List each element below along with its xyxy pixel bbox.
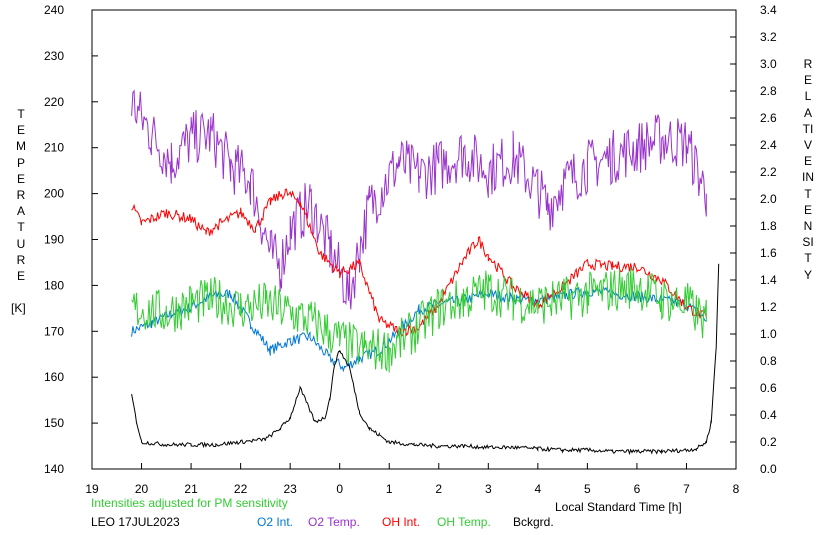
x-tick-label: 20	[135, 482, 149, 496]
series-layer	[131, 89, 720, 456]
x-tick-label: 1	[386, 482, 393, 496]
y-right-tick-label: 2.6	[760, 111, 777, 125]
y-right-tick-label: 3.2	[760, 30, 777, 44]
y-left-tick-label: 220	[44, 95, 64, 109]
y-left-tick-label: 160	[44, 370, 64, 384]
right-axis-label: RELATIVE INTENSITY	[801, 56, 815, 283]
y-right-tick-label: 0.4	[760, 408, 777, 422]
y-left-tick-label: 230	[44, 49, 64, 63]
y-left-tick-label: 190	[44, 233, 64, 247]
left-axis-unit: [K]	[11, 301, 26, 315]
x-tick-label: 6	[634, 482, 641, 496]
x-tick-label: 4	[535, 482, 542, 496]
x-tick-label: 5	[584, 482, 591, 496]
legend-oh-int: OH Int.	[382, 515, 421, 529]
station-date: LEO 17JUL2023	[91, 515, 180, 529]
y-right-tick-label: 1.4	[760, 273, 777, 287]
y-right-tick-label: 1.6	[760, 246, 777, 260]
series-line-oh-temp	[131, 266, 707, 373]
y-right-tick-label: 2.0	[760, 192, 777, 206]
y-right-tick-label: 0.2	[760, 435, 777, 449]
series-line-oh-int	[131, 188, 707, 338]
y-left-tick-label: 170	[44, 324, 64, 338]
x-tick-label: 19	[85, 482, 99, 496]
y-right-tick-label: 1.2	[760, 300, 777, 314]
y-right-tick-label: 3.0	[760, 57, 777, 71]
legend-bckgrd: Bckgrd.	[513, 515, 554, 529]
legend-oh-temp: OH Temp.	[437, 515, 491, 529]
x-tick-label: 0	[336, 482, 343, 496]
x-axis-label: Local Standard Time [h]	[555, 500, 682, 514]
y-left-tick-label: 180	[44, 278, 64, 292]
x-tick-label: 2	[435, 482, 442, 496]
y-right-tick-label: 0.8	[760, 354, 777, 368]
series-line-bckgrd	[131, 263, 720, 456]
left-axis-label: TEMPERATURE	[16, 107, 26, 284]
axes: 2402302202102001901801701601501403.43.23…	[44, 3, 777, 496]
x-tick-label: 8	[733, 482, 740, 496]
y-right-tick-label: 2.4	[760, 138, 777, 152]
y-left-tick-label: 200	[44, 187, 64, 201]
x-tick-label: 3	[485, 482, 492, 496]
legend-o2-temp: O2 Temp.	[308, 515, 360, 529]
pm-sensitivity-note: Intensities adjusted for PM sensitivity	[91, 496, 288, 510]
y-left-tick-label: 150	[44, 416, 64, 430]
x-tick-label: 7	[683, 482, 690, 496]
y-right-tick-label: 1.0	[760, 327, 777, 341]
x-tick-label: 22	[234, 482, 248, 496]
y-left-tick-label: 210	[44, 141, 64, 155]
series-line-o2-temp	[131, 89, 707, 310]
right-axis-label-text: RELATIVE INTENSITY	[802, 57, 814, 282]
y-right-tick-label: 2.2	[760, 165, 777, 179]
y-right-tick-label: 2.8	[760, 84, 777, 98]
y-left-tick-label: 140	[44, 462, 64, 476]
y-right-tick-label: 0.0	[760, 462, 777, 476]
y-right-tick-label: 3.4	[760, 3, 777, 17]
y-left-tick-label: 240	[44, 3, 64, 17]
x-tick-label: 23	[283, 482, 297, 496]
legend-o2-int: O2 Int.	[257, 515, 294, 529]
y-right-tick-label: 0.6	[760, 381, 777, 395]
y-right-tick-label: 1.8	[760, 219, 777, 233]
x-tick-label: 21	[184, 482, 198, 496]
plot-frame	[91, 9, 737, 470]
